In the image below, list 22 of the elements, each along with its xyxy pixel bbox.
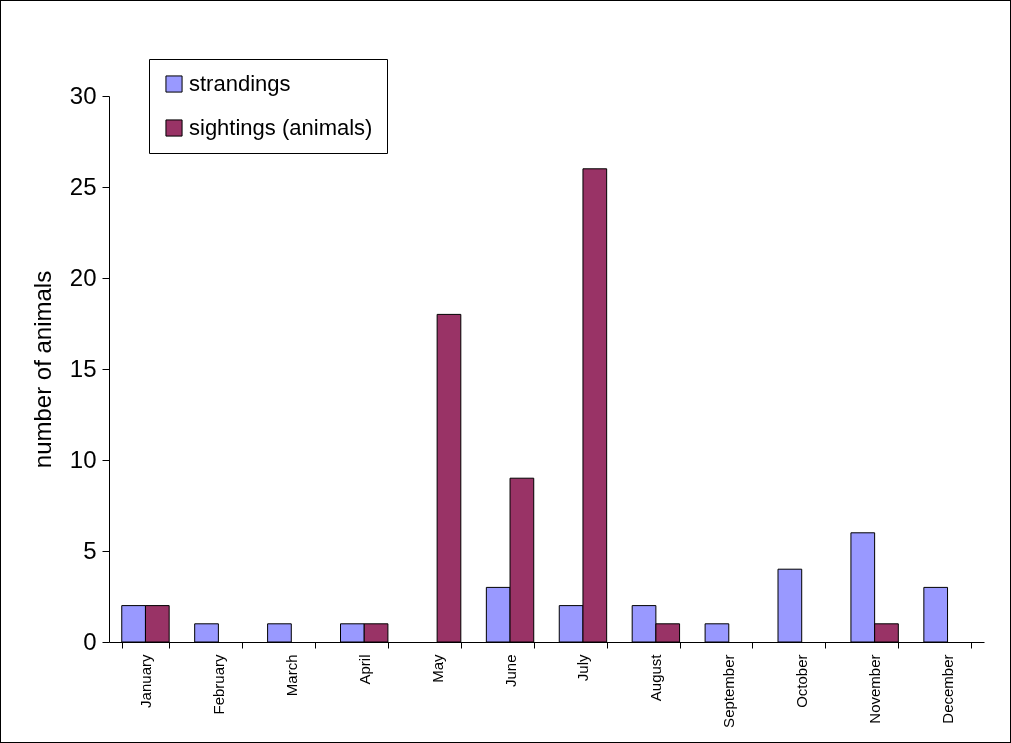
y-axis-title: number of animals [28, 270, 56, 469]
y-tick-label: 5 [83, 536, 97, 564]
legend-label: sightings (animals) [189, 115, 373, 140]
y-tick-label: 0 [83, 627, 97, 655]
legend-label: strandings [189, 71, 291, 96]
x-tick-label: November [866, 654, 884, 724]
x-tick-label: August [647, 653, 665, 702]
x-tick-label: April [355, 654, 373, 685]
x-tick-label: January [136, 654, 154, 708]
x-tick-label: June [501, 654, 519, 688]
x-tick-label: July [574, 654, 592, 682]
x-tick-label: March [282, 654, 300, 697]
x-tick-label: December [939, 654, 957, 724]
y-tick-label: 20 [69, 263, 97, 291]
y-tick-label: 10 [69, 445, 97, 473]
y-tick-label: 30 [69, 81, 97, 109]
x-tick-label: September [720, 654, 738, 728]
y-tick-label: 15 [69, 354, 97, 382]
x-tick-label: May [428, 654, 446, 683]
x-tick-label: February [209, 654, 227, 715]
x-tick-label: October [793, 654, 811, 708]
y-tick-label: 25 [69, 172, 97, 200]
